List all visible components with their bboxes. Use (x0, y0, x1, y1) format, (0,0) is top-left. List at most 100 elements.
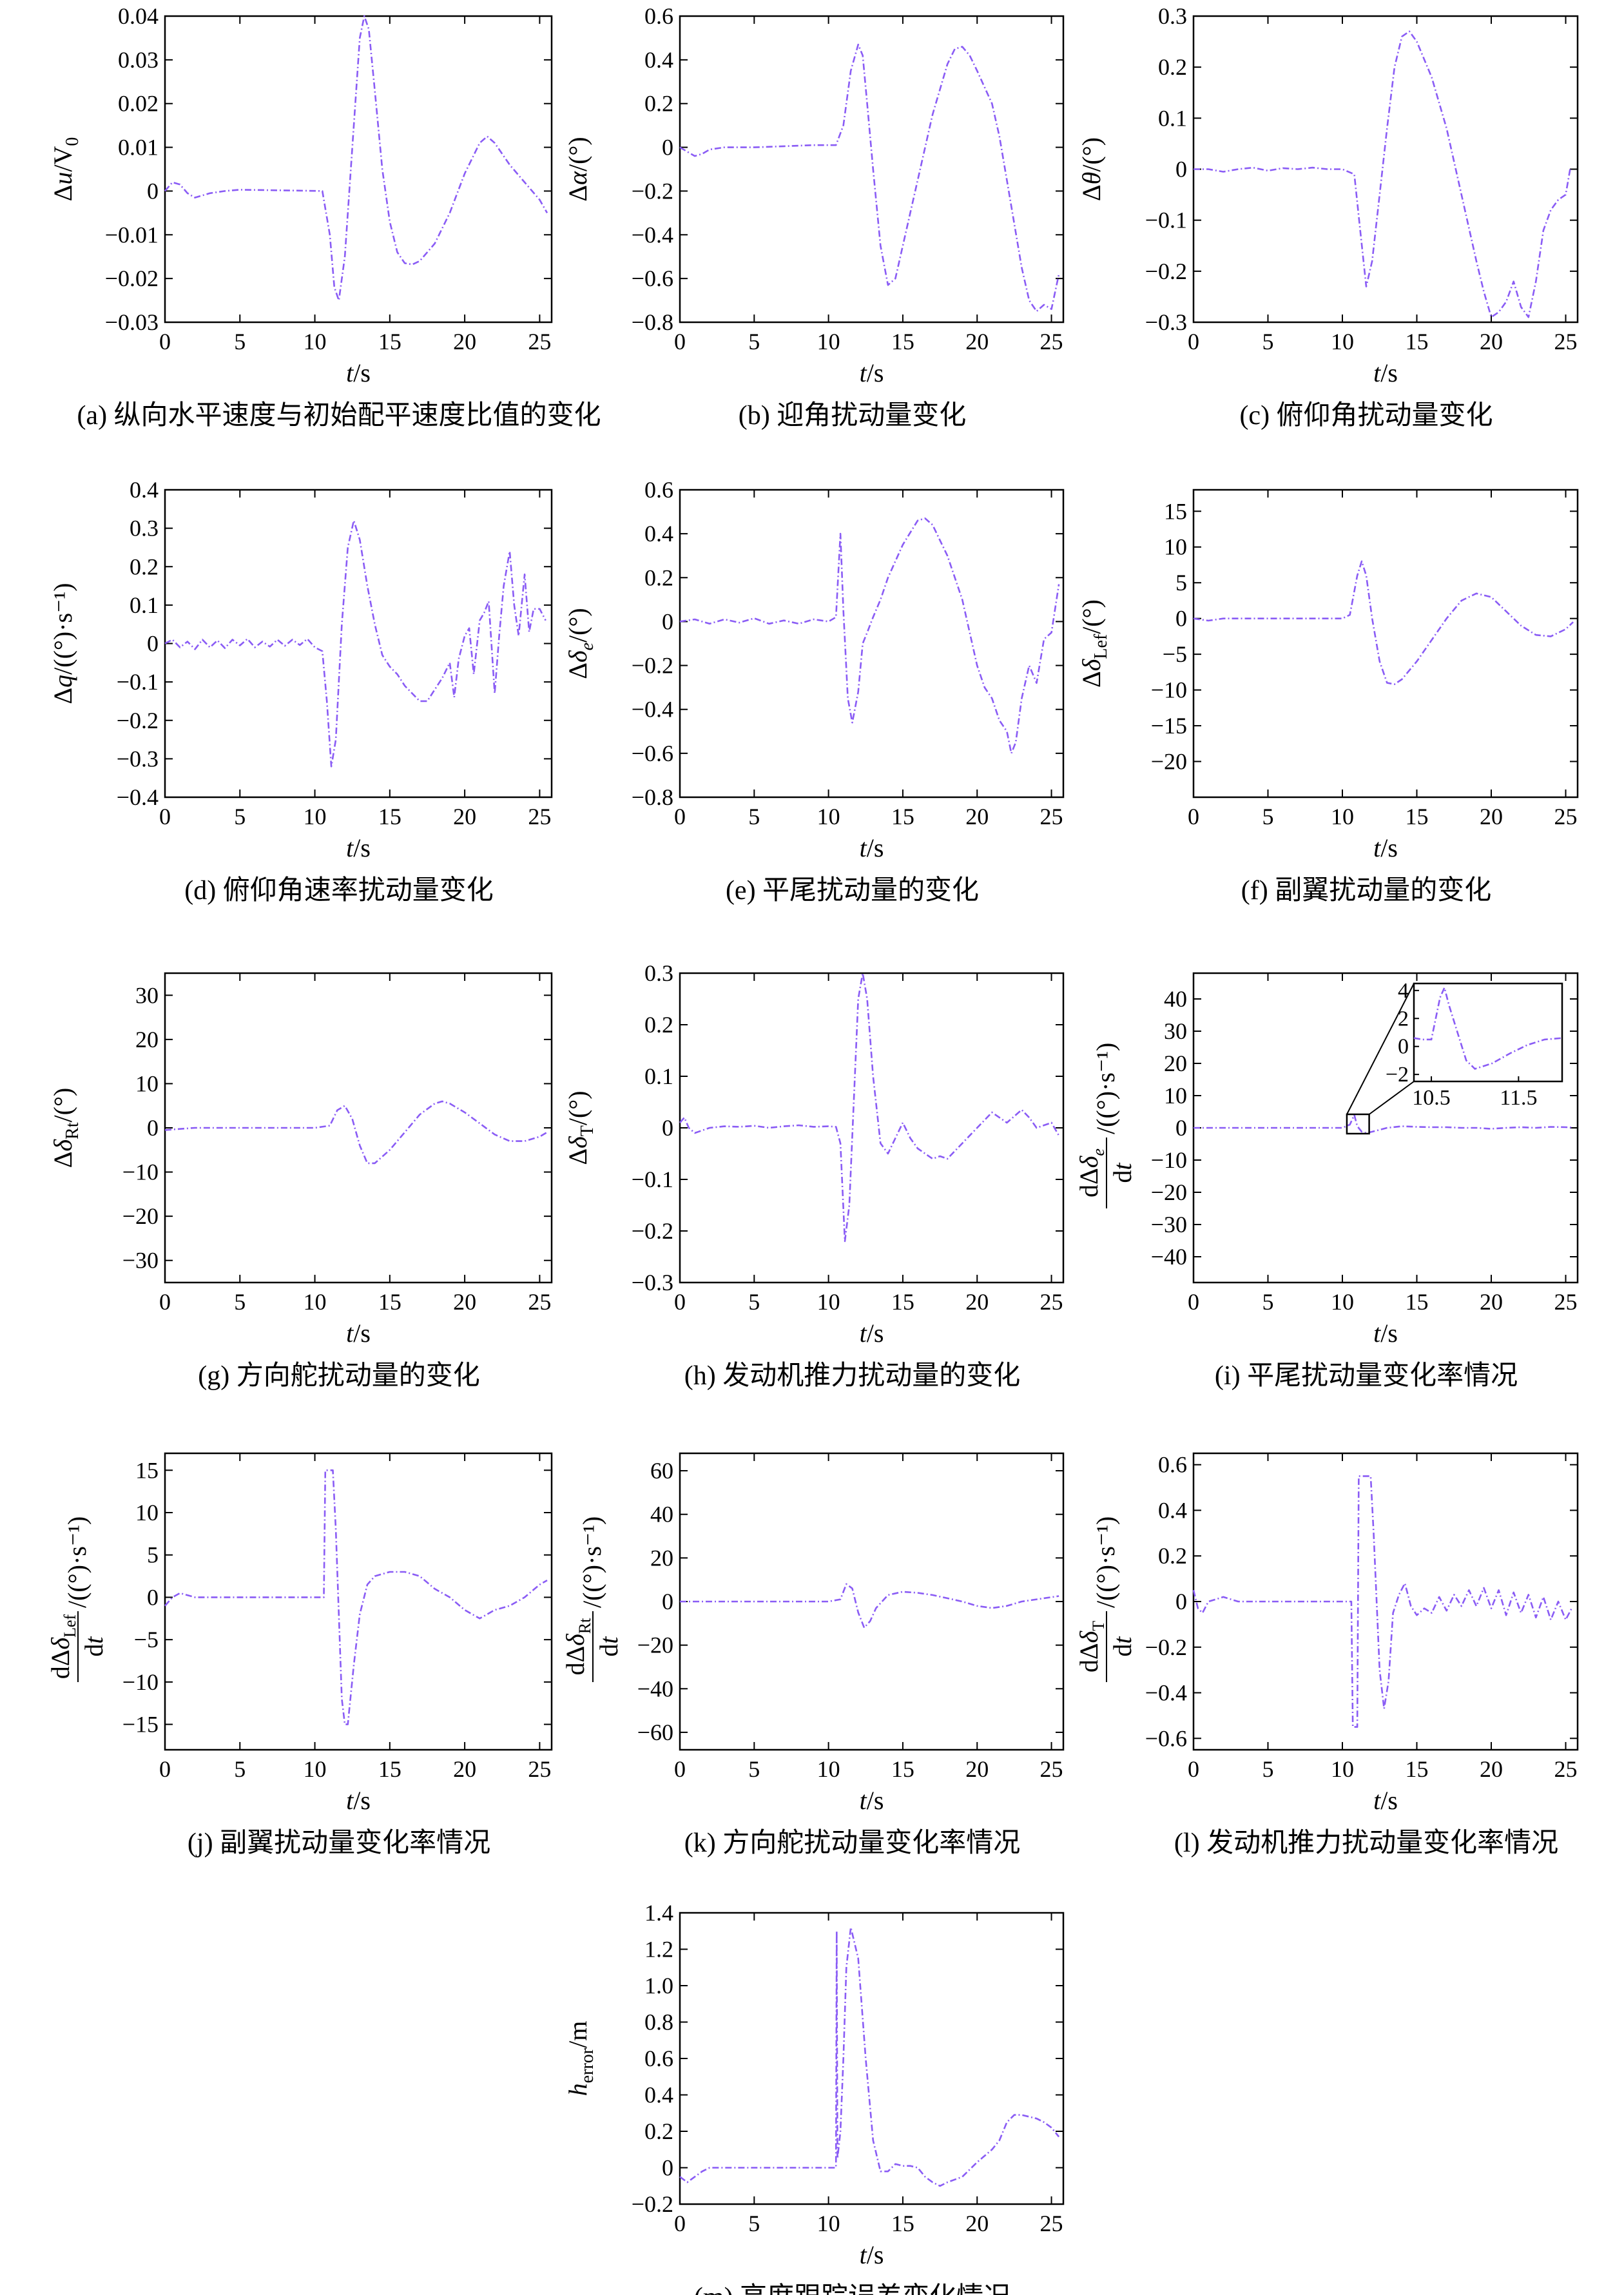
series-line-i (1194, 1114, 1574, 1134)
series-line-l (1192, 1475, 1572, 1728)
y-label-units: /((°)·s⁻¹) (577, 1516, 606, 1608)
panel-e: 0 5 10 15 20 25 −0.8 −0.6 −0.4 −0.2 0 0.2 0.4 0.6 t/s Δ… (563, 477, 1065, 905)
y-label-denominator: dt (1108, 1163, 1137, 1183)
y-tick-label: 20 (135, 1027, 159, 1052)
x-tick-label: 5 (748, 2211, 760, 2236)
x-tick-label: 5 (1262, 1289, 1274, 1315)
x-tick-label: 0 (674, 1289, 686, 1315)
x-tick-label: 15 (891, 2211, 914, 2236)
series-line-d (164, 519, 546, 768)
x-axis-label: t/s (860, 1319, 884, 1348)
panel-d: 0 5 10 15 20 25 −0.4 −0.3 −0.2 −0.1 0 0.1 0.2 0.3 0.4 t… (48, 477, 553, 905)
y-tick-label: −5 (1163, 641, 1187, 667)
y-label-denominator: dt (79, 1636, 108, 1657)
y-tick-label: −0.1 (632, 1167, 673, 1192)
x-axis-label: t/s (346, 358, 371, 387)
x-tick-label: 5 (748, 329, 760, 354)
panel-caption: (g) 方向舵扰动量的变化 (198, 1361, 479, 1391)
inset-y-tick-label: 2 (1398, 1007, 1409, 1031)
y-label-units: /((°)·s⁻¹) (1091, 1516, 1120, 1608)
y-tick-label: 0.6 (644, 3, 673, 29)
y-label-units: /((°)·s⁻¹) (63, 1516, 92, 1608)
x-tick-label: 25 (1040, 2211, 1063, 2236)
x-tick-label: 15 (891, 804, 914, 829)
x-tick-label: 15 (1406, 804, 1429, 829)
x-tick-label: 20 (965, 1289, 989, 1315)
series-line-m (679, 1926, 1060, 2187)
x-tick-label: 10 (304, 804, 327, 829)
y-tick-label: −0.02 (105, 266, 159, 291)
y-tick-label: −0.1 (1145, 208, 1187, 233)
y-tick-label: 0.2 (1158, 54, 1187, 80)
x-tick-label: 20 (1480, 1756, 1503, 1782)
y-tick-label: 0 (147, 1584, 159, 1610)
zoom-region-box (1346, 1113, 1370, 1135)
panel-c: 0 5 10 15 20 25 −0.3 −0.2 −0.1 0 0.1 0.2 0.3 t/s Δθ/(°… (1077, 3, 1579, 431)
x-tick-label: 25 (1554, 1289, 1578, 1315)
inset-zoom: 10.5 11.5 −2 0 2 4 (1386, 979, 1563, 1110)
series-line-b (679, 43, 1060, 313)
y-axis-label: Δθ/(°) (1077, 137, 1106, 201)
y-tick-label: 0.01 (118, 135, 159, 160)
panel-m: 0 5 10 15 20 25−0.200.20.40.60.81.01.21.4t/sh… (563, 1900, 1065, 2295)
x-tick-label: 5 (234, 329, 246, 354)
panel-b: 0 5 10 15 20 25 −0.8 −0.6 −0.4 −0.2 0 0.2 0.4 0.6 t/s Δ… (563, 3, 1065, 431)
y-tick-label: 10 (135, 1500, 159, 1525)
x-tick-label: 5 (234, 1756, 246, 1782)
x-tick-label: 10 (1331, 804, 1354, 829)
x-tick-label: 20 (965, 804, 989, 829)
y-tick-label: 1.0 (644, 1973, 673, 1999)
x-tick-label: 10 (1331, 1289, 1354, 1315)
panel-caption: (b) 迎角扰动量变化 (739, 400, 966, 431)
y-tick-label: 0.03 (118, 47, 159, 73)
y-tick-label: 10 (1164, 1083, 1187, 1109)
inset-x-tick-label: 10.5 (1412, 1086, 1451, 1110)
x-tick-label: 0 (1188, 329, 1199, 354)
x-tick-label: 20 (965, 1756, 989, 1782)
y-tick-label: 0.2 (1158, 1543, 1187, 1569)
y-tick-label: 0.3 (130, 516, 159, 541)
y-label-denominator: dt (1108, 1636, 1137, 1657)
y-tick-label: −0.6 (632, 741, 673, 766)
x-tick-label: 20 (453, 329, 476, 354)
y-tick-label: −15 (122, 1712, 159, 1738)
plot-frame (164, 1452, 553, 1751)
panel-l: 0 5 10 15 20 25 −0.6 −0.4 −0.2 0 0.2 0.4 0.6 t/s dΔδTd… (1074, 1452, 1579, 1858)
y-tick-label: −0.3 (632, 1270, 673, 1295)
x-tick-label: 20 (453, 804, 476, 829)
y-tick-label: −0.2 (1145, 1634, 1187, 1660)
y-tick-label: 0 (662, 608, 673, 634)
series-line-a (164, 15, 548, 302)
plot-frame (1192, 489, 1579, 799)
panel-caption: (c) 俯仰角扰动量变化 (1239, 400, 1493, 431)
y-tick-label: −10 (1151, 677, 1187, 703)
x-tick-label: 15 (378, 1289, 401, 1315)
plot-frame (164, 15, 553, 324)
x-tick-label: 15 (1406, 1289, 1429, 1315)
x-tick-label: 5 (748, 1289, 760, 1315)
y-tick-label: −10 (1151, 1147, 1187, 1173)
y-tick-label: 20 (650, 1545, 673, 1571)
y-axis-label: Δq/((°)·s⁻¹) (48, 583, 77, 704)
y-tick-label: 0.02 (118, 91, 159, 117)
y-tick-label: 0 (662, 1589, 673, 1614)
y-tick-label: −0.8 (632, 784, 673, 810)
x-tick-label: 25 (528, 1289, 551, 1315)
plot-frame (1192, 15, 1579, 324)
y-tick-label: 0.4 (644, 47, 673, 73)
y-axis-label: herror/m (563, 2021, 597, 2096)
panel-caption: (k) 方向舵扰动量变化率情况 (684, 1828, 1020, 1858)
series-line-e (679, 517, 1060, 755)
x-axis-label: t/s (860, 358, 884, 387)
y-tick-label: −0.6 (1145, 1725, 1187, 1751)
y-axis-label: ΔδRt/(°) (48, 1088, 82, 1168)
y-tick-label: −0.2 (632, 653, 673, 679)
x-tick-label: 15 (891, 1289, 914, 1315)
x-tick-label: 0 (1188, 1289, 1199, 1315)
y-tick-label: 0 (1175, 1115, 1187, 1141)
y-tick-label: −0.4 (117, 784, 159, 810)
y-tick-label: 0.2 (644, 565, 673, 590)
y-tick-label: 0.1 (1158, 105, 1187, 131)
y-tick-label: 0 (147, 631, 159, 657)
